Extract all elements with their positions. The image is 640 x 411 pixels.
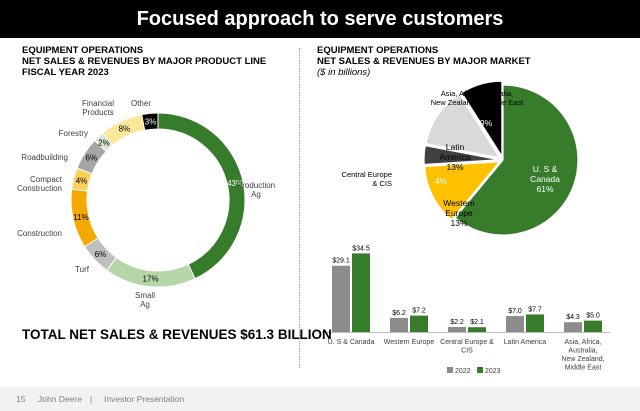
pie-slice-asia-africa-australia-new-zealand-middle-east (460, 80, 503, 159)
bar-value-label: $7.7 (528, 306, 542, 313)
donut-category-label: Construction (17, 229, 62, 238)
bar-2022-central-europe-cis (448, 326, 466, 332)
bar-2022-asia-africa-australia-new-zealand-middle-east (564, 322, 582, 332)
bar-category-label: Central Europe & CIS (440, 339, 494, 355)
donut-category-label: Compact Construction (17, 175, 63, 193)
bar-2023-latin-america (526, 314, 544, 332)
right-title-line1: EQUIPMENT OPERATIONS (317, 45, 439, 56)
footer-page-number: 15 (16, 394, 26, 404)
left-title-line1: EQUIPMENT OPERATIONS (22, 45, 144, 56)
bar-2022-u-s-canada (332, 265, 350, 332)
panel-divider (299, 48, 300, 368)
donut-value-label: 3% (145, 117, 157, 126)
pie-slice-u-s-canada (454, 84, 579, 236)
left-title-line2: NET SALES & REVENUES BY MAJOR PRODUCT LI… (22, 56, 267, 67)
bar-category-label: Western Europe (384, 339, 435, 346)
donut-category-label: Financial Products (82, 99, 114, 117)
bar-value-label: $34.5 (352, 245, 370, 252)
bar-value-label: $7.2 (412, 308, 426, 315)
pie-category-label-central-europe: Central Europe & CIS (342, 170, 392, 188)
bar-category-label: U. S & Canada (328, 339, 375, 346)
right-subtitle: ($ in billions) (317, 67, 371, 78)
left-title-line3: FISCAL YEAR 2023 (22, 67, 109, 78)
page-title-banner: Focused approach to serve customers (0, 0, 640, 38)
legend-swatch-2023 (477, 367, 483, 373)
bar-value-label: $2.1 (470, 319, 484, 326)
footer-separator: | (90, 394, 93, 404)
bar-value-label: $6.2 (392, 310, 406, 317)
bar-value-label: $7.0 (508, 308, 522, 315)
left-panel-title: EQUIPMENT OPERATIONS NET SALES & REVENUE… (22, 45, 266, 78)
legend-label-2023: 2023 (485, 368, 501, 375)
donut-value-label: 2% (98, 138, 110, 147)
market-bar-chart: $29.1$34.5 U. S & Canada $6.2 $7.2 Western E… (322, 245, 610, 375)
total-net-sales: TOTAL NET SALES & REVENUES $61.3 BILLION (22, 327, 332, 342)
donut-category-label: Other (131, 99, 151, 108)
pie-category-label-asia: Asia, Africa, Australia, New Zealand & Mi… (431, 89, 524, 107)
bar-2023-u-s-canada (352, 253, 370, 332)
donut-category-label: Small Ag (135, 291, 155, 309)
donut-value-label: 4% (76, 176, 88, 185)
bar-value-label: $2.2 (450, 319, 464, 326)
bar-value-label: $4.3 (566, 314, 580, 321)
legend-swatch-2022 (447, 367, 453, 373)
legend-label-2022: 2022 (455, 368, 471, 375)
pie-slice-western-europe (423, 161, 501, 221)
bar-2023-asia-africa-australia-new-zealand-middle-east (584, 320, 602, 332)
pie-value-label: 9% (480, 118, 493, 128)
footer-doc-title: Investor Presentation (104, 394, 185, 404)
donut-category-label: Production Ag (237, 181, 275, 199)
bar-2022-latin-america (506, 316, 524, 332)
bar-category-label: Latin America (504, 339, 547, 346)
bar-value-label: $29.1 (332, 258, 350, 265)
footer-company: John Deere (38, 394, 82, 404)
bar-category-label: Asia, Africa, Australia, New Zealand, Middl… (561, 339, 604, 372)
donut-value-label: 6% (86, 154, 98, 163)
right-panel-title: EQUIPMENT OPERATIONS NET SALES & REVENUE… (317, 45, 531, 78)
donut-value-label: 8% (119, 125, 131, 134)
right-title-line2: NET SALES & REVENUES BY MAJOR MARKET (317, 56, 531, 67)
pie-value-label: Latin America 13% (439, 142, 470, 172)
donut-slice-other (141, 112, 159, 131)
donut-category-label: Forestry (59, 129, 88, 138)
product-line-donut-chart: 43%Production Ag 17% Small Ag 6% Turf 11% Constr… (17, 99, 275, 309)
footer: 15 John Deere | Investor Presentation (0, 387, 640, 411)
donut-category-label: Turf (75, 265, 90, 274)
pie-slice-central-europe-cis (423, 144, 500, 166)
pie-value-label: 4% (435, 176, 448, 186)
donut-value-label: 17% (143, 275, 159, 284)
bar-value-label: $5.0 (586, 313, 600, 320)
donut-category-label: Roadbuilding (21, 153, 68, 162)
pie-value-label: U. S & Canada 61% (530, 164, 560, 194)
page-title: Focused approach to serve customers (136, 8, 504, 30)
pie-slice-latin-america (425, 93, 501, 159)
donut-value-label: 11% (73, 213, 88, 222)
market-pie-chart: U. S & Canada 61% Western Europe 13% 4% Latin Am… (342, 80, 579, 236)
donut-value-label: 6% (95, 250, 107, 259)
pie-value-label: Western Europe 13% (443, 198, 475, 228)
bar-2022-western-europe (390, 317, 408, 332)
bar-2023-western-europe (410, 315, 428, 332)
donut-slice-production-ag (157, 112, 246, 280)
donut-value-label: 43% (227, 179, 243, 188)
bar-2023-central-europe-cis (468, 327, 486, 332)
